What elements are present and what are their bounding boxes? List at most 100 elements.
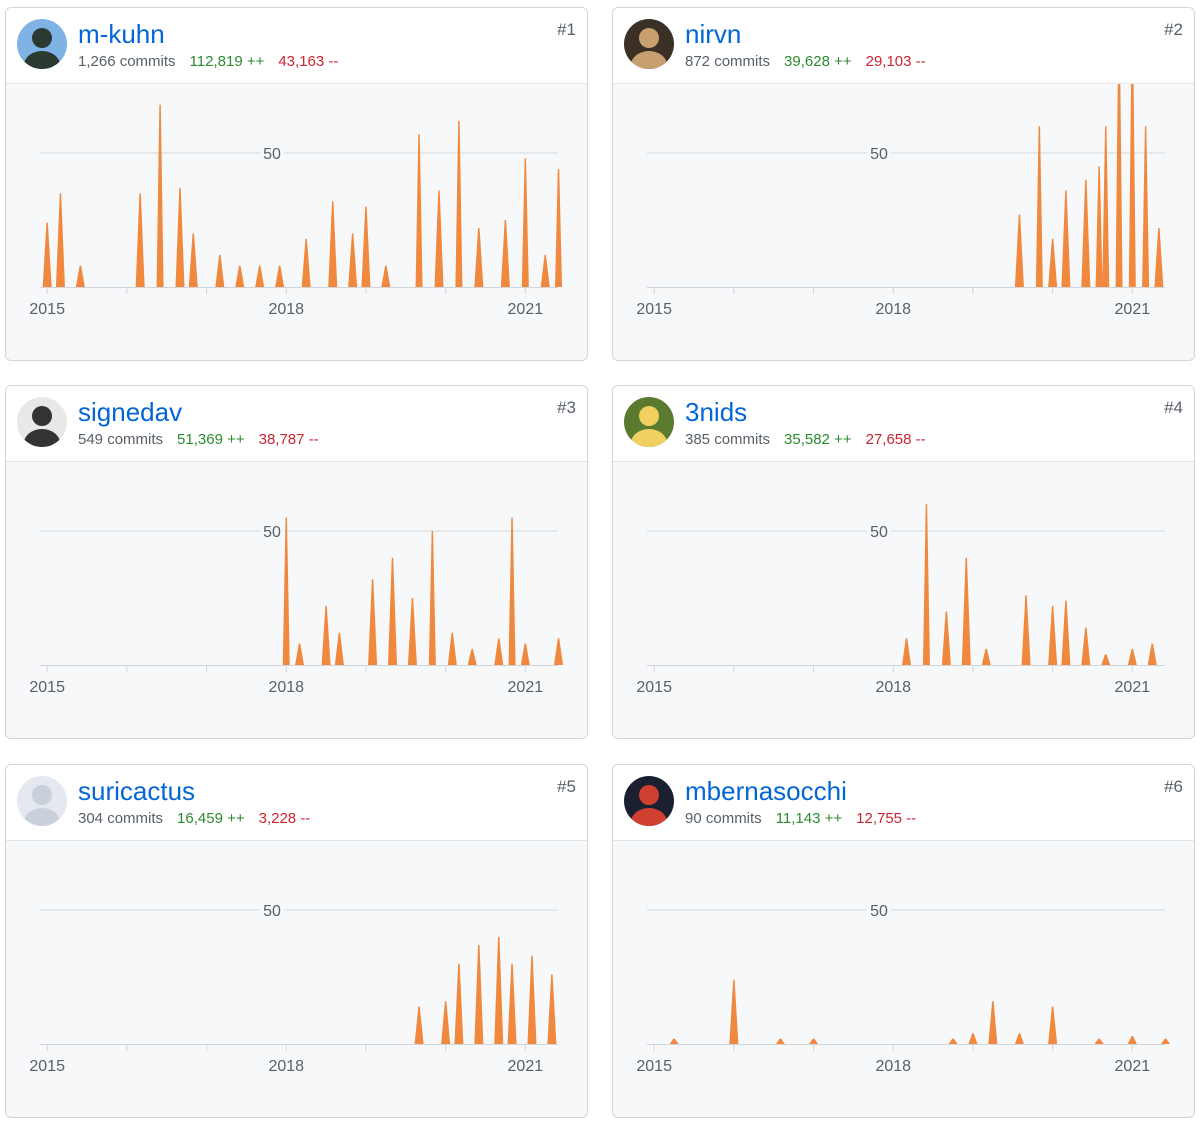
activity-peak xyxy=(75,265,85,287)
contributor-stats: 1,266 commits 112,819 ++ 43,163 -- xyxy=(78,53,352,71)
gridline-label-bg xyxy=(260,901,284,919)
activity-peak xyxy=(948,1038,958,1044)
contributor-username-link[interactable]: suricactus xyxy=(78,776,196,806)
x-tick-label: 2018 xyxy=(875,301,911,318)
additions-count: 51,369 ++ xyxy=(177,431,245,448)
activity-peak xyxy=(669,1038,679,1044)
contributor-stats: 385 commits 35,582 ++ 27,658 -- xyxy=(685,431,940,449)
commit-count: 549 commits xyxy=(78,431,164,448)
activity-peak xyxy=(175,187,185,287)
user-avatar-icon[interactable] xyxy=(624,776,674,826)
activity-peak xyxy=(474,228,484,287)
gridline-label: 50 xyxy=(263,524,281,541)
activity-peak xyxy=(1142,126,1150,287)
activity-peak xyxy=(508,517,516,665)
contributor-header: signedav 549 commits 51,369 ++ 38,787 -- #3 xyxy=(6,386,587,462)
deletions-count: 38,787 -- xyxy=(258,431,319,448)
contributor-stats: 90 commits 11,143 ++ 12,755 -- xyxy=(685,810,930,828)
activity-peak xyxy=(1081,179,1091,287)
activity-peak xyxy=(414,1006,424,1044)
activity-peak xyxy=(1061,600,1071,665)
activity-peak xyxy=(1127,648,1137,665)
activity-peak xyxy=(968,1033,978,1044)
activity-peak xyxy=(428,531,436,665)
x-tick-label: 2021 xyxy=(1115,1058,1151,1075)
deletions-count: 27,658 -- xyxy=(865,431,926,448)
activity-peak xyxy=(455,120,463,287)
gridline-label: 50 xyxy=(263,903,281,920)
contributor-header: mbernasocchi 90 commits 11,143 ++ 12,755 --… xyxy=(613,765,1194,841)
contributor-header: nirvn 872 commits 39,628 ++ 29,103 -- #2 xyxy=(613,8,1194,84)
additions-count: 112,819 ++ xyxy=(189,53,265,70)
deletions-count: 29,103 -- xyxy=(865,53,926,70)
activity-peak xyxy=(42,222,52,287)
activity-peak xyxy=(215,254,225,287)
commit-activity-chart: 50 2015 2018 2021 xyxy=(29,517,564,696)
activity-peak xyxy=(500,220,510,287)
activity-peak xyxy=(328,201,338,287)
activity-peak xyxy=(474,944,484,1044)
gridline-label: 50 xyxy=(870,146,888,163)
commit-count: 385 commits xyxy=(685,431,771,448)
contributor-username-link[interactable]: signedav xyxy=(78,397,183,427)
activity-peak xyxy=(1102,126,1110,287)
activity-peak xyxy=(1128,84,1136,287)
activity-peak xyxy=(1161,1038,1171,1044)
activity-peak xyxy=(334,632,344,665)
x-tick-label: 2015 xyxy=(636,1058,672,1075)
user-avatar-icon[interactable] xyxy=(17,776,67,826)
activity-peak xyxy=(555,169,563,287)
user-avatar-icon[interactable] xyxy=(624,397,674,447)
activity-peak xyxy=(441,1001,451,1044)
activity-peak xyxy=(547,974,557,1044)
activity-peak xyxy=(554,638,564,665)
commit-activity-chart: 50 2015 2018 2021 xyxy=(636,84,1165,318)
contributor-rank: #6 xyxy=(1164,777,1183,796)
activity-peak xyxy=(1081,627,1091,665)
contributor-card: 3nids 385 commits 35,582 ++ 27,658 -- #4 50 20… xyxy=(612,385,1195,739)
contributor-header: suricactus 304 commits 16,459 ++ 3,228 -- #5 xyxy=(6,765,587,841)
contributor-username-link[interactable]: nirvn xyxy=(685,19,742,49)
contributor-rank: #5 xyxy=(557,777,576,796)
commit-count: 304 commits xyxy=(78,810,164,827)
x-tick-label: 2018 xyxy=(268,1058,304,1075)
user-avatar-icon[interactable] xyxy=(17,397,67,447)
contributor-stats: 549 commits 51,369 ++ 38,787 -- xyxy=(78,431,333,449)
commit-count: 90 commits xyxy=(685,810,762,827)
additions-count: 35,582 ++ xyxy=(784,431,852,448)
activity-peak xyxy=(415,134,423,287)
commit-count: 872 commits xyxy=(685,53,771,70)
activity-peak xyxy=(55,193,65,287)
contributor-username-link[interactable]: 3nids xyxy=(685,397,748,427)
contributor-rank: #2 xyxy=(1164,20,1183,39)
activity-peak xyxy=(447,632,457,665)
activity-peak xyxy=(454,963,464,1044)
activity-peak xyxy=(1035,126,1043,287)
deletions-count: 12,755 -- xyxy=(856,810,917,827)
user-avatar-icon[interactable] xyxy=(17,19,67,69)
commit-activity-chart: 50 2015 2018 2021 xyxy=(29,901,558,1075)
activity-peak xyxy=(507,963,517,1044)
activity-peak xyxy=(188,233,198,287)
gridline-label-bg xyxy=(260,522,284,540)
gridline-label-bg xyxy=(867,522,891,540)
activity-peak xyxy=(1094,1038,1104,1044)
additions-count: 39,628 ++ xyxy=(784,53,852,70)
activity-peak xyxy=(1095,166,1103,287)
contributor-username-link[interactable]: m-kuhn xyxy=(78,19,165,49)
user-avatar-icon[interactable] xyxy=(624,19,674,69)
activity-peak xyxy=(255,265,265,287)
contributor-username-link[interactable]: mbernasocchi xyxy=(685,776,847,806)
x-tick-label: 2021 xyxy=(1115,301,1151,318)
x-tick-label: 2018 xyxy=(268,301,304,318)
commit-activity-chart: 50 2015 2018 2021 xyxy=(636,504,1165,696)
x-tick-label: 2018 xyxy=(875,1058,911,1075)
activity-peak xyxy=(1014,214,1024,287)
activity-peak xyxy=(922,504,930,665)
contributor-header: 3nids 385 commits 35,582 ++ 27,658 -- #4 xyxy=(613,386,1194,462)
activity-peak xyxy=(361,206,371,287)
x-tick-label: 2015 xyxy=(636,301,672,318)
gridline-label: 50 xyxy=(870,524,888,541)
deletions-count: 3,228 -- xyxy=(258,810,311,827)
activity-peak xyxy=(348,233,358,287)
